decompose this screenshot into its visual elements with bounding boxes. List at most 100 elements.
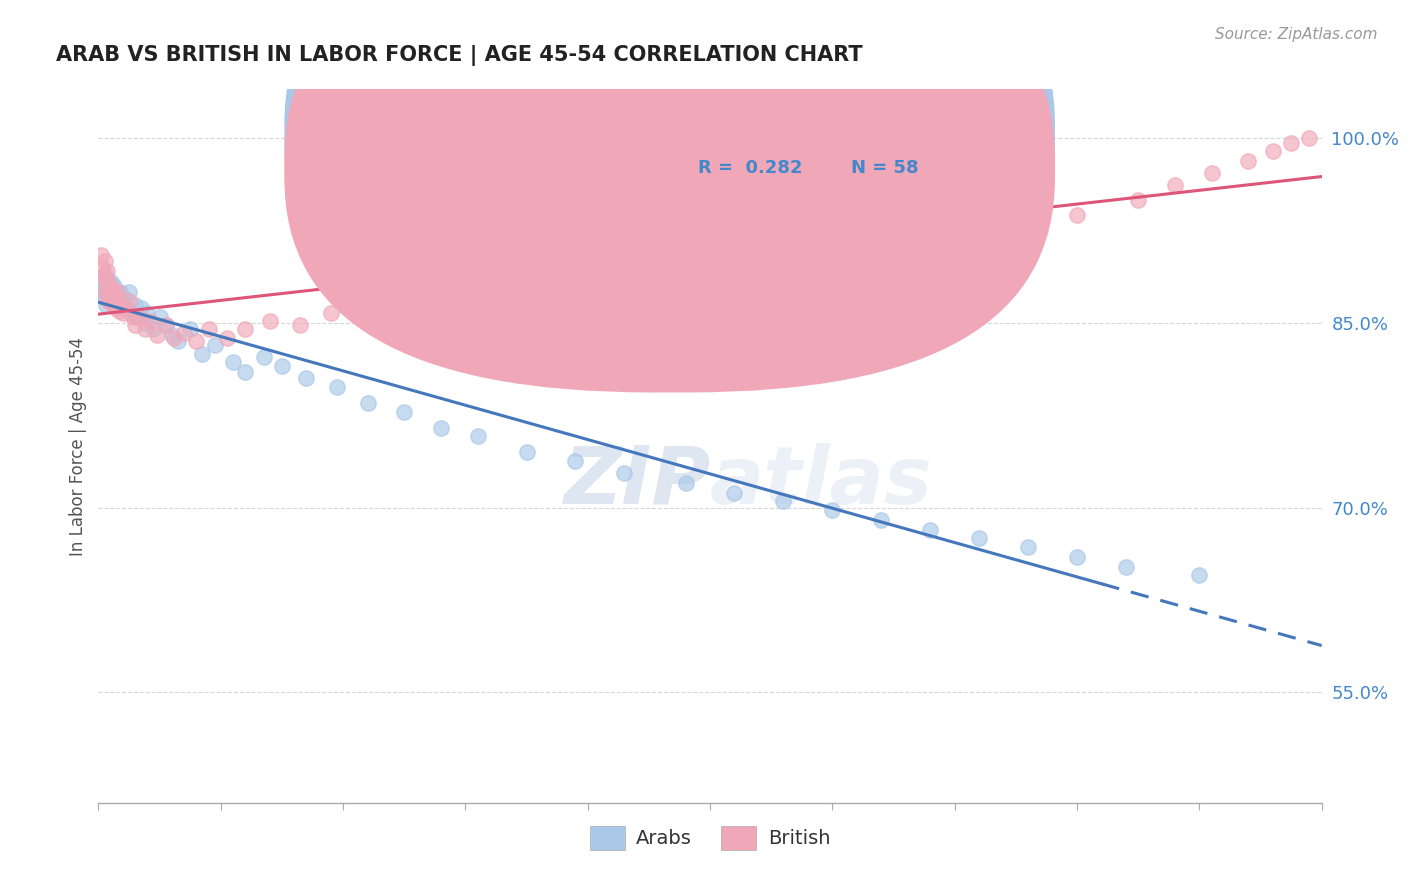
Point [252, 351, 274, 365]
Point [399, 301, 422, 316]
Point [111, 291, 134, 305]
Point [94, 297, 117, 311]
Point [467, 429, 489, 443]
Point [163, 331, 186, 345]
Point [233, 322, 256, 336]
Point [93, 267, 115, 281]
Point [97, 293, 120, 308]
Point [1201, 166, 1223, 180]
Point [134, 316, 156, 330]
Point [146, 328, 169, 343]
Point [96, 264, 118, 278]
Point [920, 232, 942, 246]
Point [91, 260, 114, 275]
Point [118, 293, 141, 308]
Point [772, 494, 794, 508]
Point [101, 297, 124, 311]
Point [142, 322, 165, 336]
Point [97, 281, 120, 295]
Point [104, 301, 127, 316]
Point [105, 289, 128, 303]
Point [1261, 144, 1284, 158]
Point [121, 310, 143, 324]
Point [124, 318, 146, 333]
Point [1237, 153, 1260, 168]
Point [127, 310, 149, 324]
Text: atlas: atlas [710, 442, 932, 521]
Point [1279, 136, 1302, 151]
Point [173, 326, 195, 340]
Text: N = 60: N = 60 [851, 125, 918, 143]
Point [129, 301, 152, 316]
Point [98, 277, 121, 291]
Point [1115, 559, 1137, 574]
Point [1066, 208, 1088, 222]
Point [91, 279, 114, 293]
Point [97, 281, 120, 295]
Point [503, 281, 526, 295]
Point [613, 466, 636, 480]
Point [90, 248, 112, 262]
Point [100, 293, 122, 308]
Point [104, 285, 127, 300]
Point [94, 273, 117, 287]
Point [100, 285, 122, 300]
Point [1164, 178, 1187, 193]
Point [128, 310, 150, 324]
Point [675, 475, 697, 490]
Legend: Arabs, British: Arabs, British [582, 818, 838, 857]
Text: ARAB VS BRITISH IN LABOR FORCE | AGE 45-54 CORRELATION CHART: ARAB VS BRITISH IN LABOR FORCE | AGE 45-… [56, 45, 863, 66]
Point [101, 291, 124, 305]
Point [191, 347, 214, 361]
FancyBboxPatch shape [284, 0, 1054, 392]
Point [103, 289, 125, 303]
Point [204, 338, 226, 352]
FancyBboxPatch shape [284, 0, 1054, 359]
Point [1188, 568, 1211, 582]
Point [723, 485, 745, 500]
Point [222, 355, 245, 369]
Point [821, 503, 844, 517]
Point [107, 285, 129, 300]
Y-axis label: In Labor Force | Age 45-54: In Labor Force | Age 45-54 [69, 336, 87, 556]
Point [98, 289, 121, 303]
Point [564, 454, 586, 468]
Point [449, 291, 471, 305]
Point [96, 273, 118, 287]
Point [870, 513, 893, 527]
Point [430, 420, 453, 434]
Point [110, 297, 132, 311]
Point [326, 380, 349, 394]
FancyBboxPatch shape [624, 100, 967, 207]
Point [139, 313, 162, 327]
Point [100, 276, 122, 290]
Point [155, 318, 177, 333]
Point [155, 318, 177, 333]
Point [108, 303, 131, 318]
Point [149, 310, 172, 324]
Point [1128, 193, 1150, 207]
Point [100, 291, 122, 305]
Point [105, 293, 128, 308]
Point [93, 285, 115, 300]
Point [259, 313, 281, 327]
Point [114, 301, 136, 316]
Point [356, 310, 378, 324]
Point [1017, 540, 1039, 554]
Point [186, 334, 208, 349]
Point [392, 404, 416, 418]
Point [118, 285, 141, 300]
Point [920, 523, 942, 537]
Point [1066, 549, 1088, 564]
Point [772, 252, 794, 266]
Point [124, 297, 146, 311]
Point [93, 254, 115, 268]
Text: R = -0.120: R = -0.120 [697, 125, 803, 143]
Text: R =  0.282: R = 0.282 [697, 159, 803, 177]
Point [699, 260, 721, 275]
Point [160, 328, 183, 343]
Point [233, 365, 256, 379]
Point [967, 531, 990, 545]
Point [94, 279, 117, 293]
Point [96, 285, 118, 300]
